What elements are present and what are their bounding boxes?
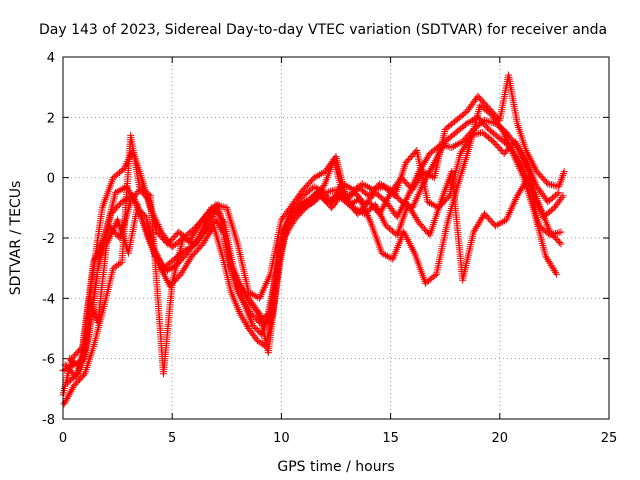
x-tick-label: 5 [168,431,176,446]
chart-title: Day 143 of 2023, Sidereal Day-to-day VTE… [39,22,607,38]
plus-markers [63,116,565,387]
series-track-2 [63,116,565,387]
y-tick-label: -6 [42,353,55,368]
y-axis-label: SDTVAR / TECUs [8,181,24,296]
x-tick-label: 10 [273,431,290,446]
data-series [59,71,568,408]
y-tick-label: -4 [42,292,55,307]
x-tick-label: 25 [601,431,618,446]
plus-markers [66,168,565,372]
x-tick-label: 20 [492,431,509,446]
series-track-6 [60,71,568,408]
axis-ticks: 0 5 10 15 20 25 -8 -6 -4 -2 0 2 4 [42,51,617,446]
x-tick-label: 0 [59,431,67,446]
y-tick-label: 4 [47,51,55,66]
x-axis-label: GPS time / hours [277,459,394,475]
y-tick-label: -2 [42,232,55,247]
y-tick-label: 0 [47,172,55,187]
x-tick-label: 15 [382,431,399,446]
y-tick-label: 2 [47,111,55,126]
plot-frame [62,56,610,420]
series-track-5 [66,168,565,372]
y-tick-label: -8 [42,413,55,428]
plus-markers [60,71,568,408]
